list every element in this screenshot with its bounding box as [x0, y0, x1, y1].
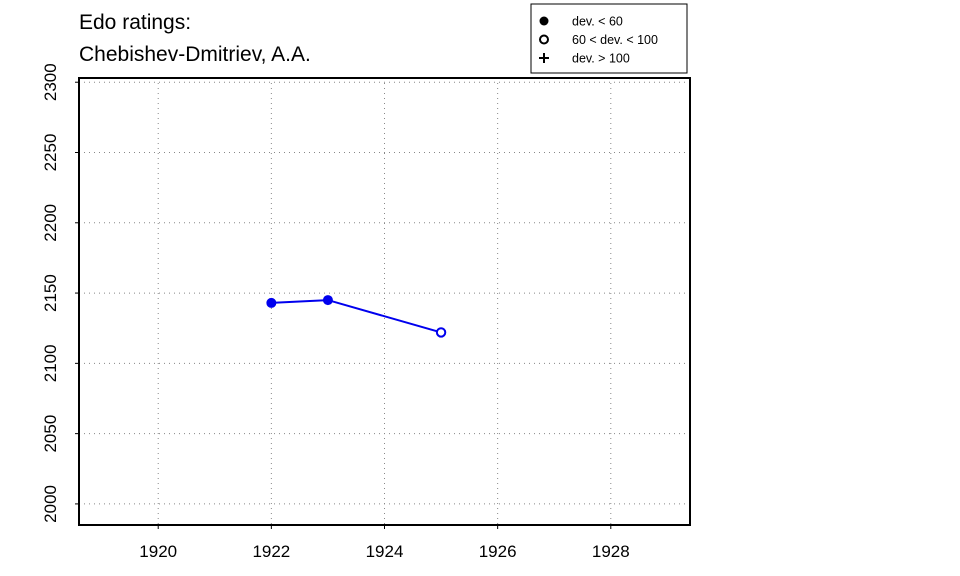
data-point-filled: [322, 295, 333, 306]
data-point-open: [435, 327, 447, 338]
y-tick-label: 2150: [41, 274, 60, 312]
x-tick-label: 1924: [366, 542, 404, 561]
y-tick-label: 2300: [41, 63, 60, 101]
legend-label: 60 < dev. < 100: [572, 33, 658, 47]
x-tick-label: 1922: [252, 542, 290, 561]
chart-title-line-2: Chebishev-Dmitriev, A.A.: [79, 43, 311, 66]
series-layer: [266, 295, 447, 338]
y-tick-label: 2050: [41, 415, 60, 453]
chart-title-line-1: Edo ratings:: [79, 11, 191, 34]
series-line: [271, 299, 442, 334]
y-tick-label: 2100: [41, 344, 60, 382]
x-tick-label: 1920: [139, 542, 177, 561]
x-tick-label: 1926: [479, 542, 517, 561]
legend-filled-circle-icon: [539, 16, 549, 26]
legend-plus-icon: [539, 53, 549, 63]
legend: dev. < 60 60 < dev. < 100 dev. > 100: [530, 3, 688, 74]
grid-lines: [79, 78, 690, 525]
y-tick-label: 2250: [41, 134, 60, 172]
legend-label: dev. > 100: [572, 52, 630, 66]
x-tick-label: 1928: [592, 542, 630, 561]
x-axis: 1920 1922 1924 1926 1928: [139, 525, 630, 561]
y-tick-label: 2000: [41, 485, 60, 523]
y-axis: 2000 2050 2100 2150 2200 2250 2300: [41, 63, 79, 523]
legend-open-circle-icon: [539, 34, 549, 45]
data-point-filled: [266, 297, 277, 308]
legend-box: [530, 3, 688, 74]
legend-label: dev. < 60: [572, 15, 623, 29]
y-tick-label: 2200: [41, 204, 60, 242]
chart-title: Edo ratings: Chebishev-Dmitriev, A.A.: [79, 11, 311, 66]
plot-area-frame: [78, 77, 691, 526]
